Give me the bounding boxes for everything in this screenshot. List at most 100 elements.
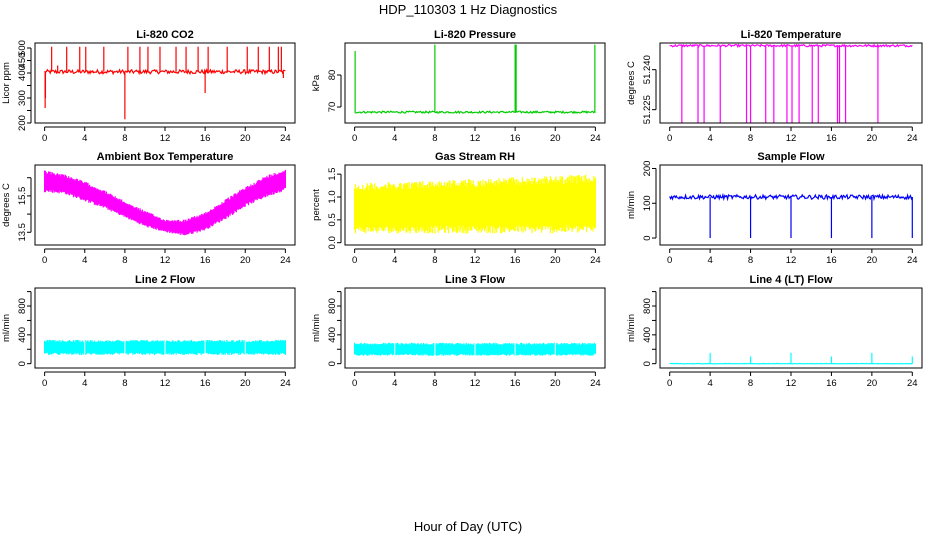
- series-band: [44, 169, 286, 236]
- x-tick-label: 20: [550, 255, 561, 266]
- x-axis: 0 4 8 12 16 20 24: [667, 248, 918, 266]
- panel-title: Line 3 Flow: [445, 274, 505, 286]
- panel-title: Ambient Box Temperature: [97, 151, 234, 163]
- y-axis-label: percent: [311, 189, 322, 221]
- y-axis-label: degrees C: [1, 183, 12, 227]
- x-tick-label: 16: [826, 255, 837, 266]
- panel-title: Li-820 Temperature: [741, 29, 842, 41]
- x-axis: 0 4 8 12 16 20 24: [42, 248, 291, 266]
- x-tick-label: 12: [470, 255, 481, 266]
- series-group: [44, 46, 286, 120]
- y-tick-label: 70: [327, 102, 338, 113]
- series-group: [354, 342, 596, 356]
- x-tick-label: 4: [82, 255, 87, 266]
- y-tick-label: 15.5: [17, 187, 28, 206]
- x-tick-label: 0: [352, 378, 357, 389]
- x-tick-label: 16: [200, 378, 211, 389]
- x-tick-label: 4: [82, 133, 87, 144]
- plot-frame: [659, 287, 923, 369]
- x-tick-label: 4: [707, 133, 712, 144]
- plot-frame: [344, 287, 606, 369]
- y-tick-label: 400: [17, 327, 28, 343]
- x-tick-label: 8: [748, 255, 753, 266]
- y-axis: 0 400 800 ml/min: [1, 291, 32, 366]
- y-tick-label: 51.240: [642, 55, 653, 84]
- y-tick-label: 200: [17, 115, 28, 131]
- series-group: [44, 169, 286, 236]
- y-axis: 0 400 800 ml/min: [311, 291, 342, 366]
- x-axis: 0 4 8 12 16 20 24: [667, 126, 918, 144]
- y-axis-label: ml/min: [1, 314, 12, 342]
- series-line: [354, 110, 596, 115]
- x-tick-label: 16: [200, 255, 211, 266]
- plot-frame: [344, 164, 606, 246]
- series-line: [669, 192, 913, 202]
- x-tick-label: 8: [748, 378, 753, 389]
- x-tick-label: 0: [352, 255, 357, 266]
- series-group: [669, 192, 913, 239]
- panel-4: Ambient Box Temperature 0 4 8 12 16 20 24 13.5 15…: [1, 151, 296, 266]
- series-group: [44, 339, 286, 356]
- x-tick-label: 20: [240, 378, 251, 389]
- x-tick-label: 16: [200, 133, 211, 144]
- x-tick-label: 24: [907, 378, 918, 389]
- x-tick-label: 24: [907, 255, 918, 266]
- panel-title: Gas Stream RH: [435, 151, 515, 163]
- x-tick-label: 0: [42, 378, 47, 389]
- y-axis: 51.225 51.240 degrees C: [626, 55, 657, 124]
- y-tick-label: 0.0: [327, 236, 338, 249]
- x-tick-label: 8: [432, 255, 437, 266]
- series-line: [669, 43, 913, 49]
- x-tick-label: 12: [160, 378, 171, 389]
- panel-title: Li-820 CO2: [136, 29, 193, 41]
- x-tick-label: 0: [42, 255, 47, 266]
- x-axis: 0 4 8 12 16 20 24: [352, 126, 601, 144]
- x-tick-label: 4: [392, 133, 397, 144]
- x-tick-label: 0: [667, 378, 672, 389]
- y-tick-label: 400: [17, 65, 28, 81]
- y-tick-label: 800: [17, 298, 28, 314]
- y-tick-label: 800: [327, 298, 338, 314]
- x-tick-label: 4: [82, 378, 87, 389]
- y-tick-label: 0: [327, 361, 338, 366]
- panel-title: Li-820 Pressure: [434, 29, 516, 41]
- series-group: [354, 174, 596, 234]
- x-axis: 0 4 8 12 16 20 24: [352, 248, 601, 266]
- y-axis: 0.0 0.5 1.0 1.5 percent: [311, 168, 342, 249]
- x-tick-label: 8: [432, 133, 437, 144]
- y-axis-label: ml/min: [311, 314, 322, 342]
- x-tick-label: 12: [786, 378, 797, 389]
- x-tick-label: 12: [470, 378, 481, 389]
- y-tick-label: 100: [642, 195, 653, 211]
- x-tick-label: 16: [826, 378, 837, 389]
- plot-frame: [344, 42, 606, 124]
- x-axis-label: Hour of Day (UTC): [414, 519, 522, 534]
- plot-frame: [34, 42, 296, 124]
- y-tick-label: 200: [642, 161, 653, 177]
- x-tick-label: 0: [667, 133, 672, 144]
- x-axis: 0 4 8 12 16 20 24: [667, 371, 918, 389]
- y-axis: 13.5 15.5 degrees C: [1, 177, 32, 242]
- series-group: [354, 44, 596, 115]
- y-tick-label: 450: [17, 53, 28, 69]
- panel-9: Line 4 (LT) Flow 0 4 8 12 16 20 24 0 400 800 ml/min: [626, 274, 923, 389]
- series-group: [669, 352, 913, 365]
- y-tick-label: 300: [17, 90, 28, 106]
- y-axis-label: Licor ppm: [1, 62, 12, 104]
- y-axis-label: ml/min: [626, 314, 637, 342]
- series-group: [669, 43, 913, 123]
- series-band: [354, 174, 596, 234]
- y-tick-label: 80: [327, 70, 338, 81]
- panel-2: Li-820 Pressure 0 4 8 12 16 20 24 70 80 kPa: [311, 29, 606, 144]
- y-tick-label: 0: [17, 361, 28, 366]
- x-tick-label: 20: [550, 378, 561, 389]
- y-tick-label: 1.0: [327, 190, 338, 203]
- panel-7: Line 2 Flow 0 4 8 12 16 20 24 0 400 800 ml/min: [1, 274, 296, 389]
- plot-frame: [34, 164, 296, 246]
- x-axis: 0 4 8 12 16 20 24: [352, 371, 601, 389]
- panel-5: Gas Stream RH 0 4 8 12 16 20 24 0.0 0.5 1.0 1.5 perc…: [311, 151, 606, 266]
